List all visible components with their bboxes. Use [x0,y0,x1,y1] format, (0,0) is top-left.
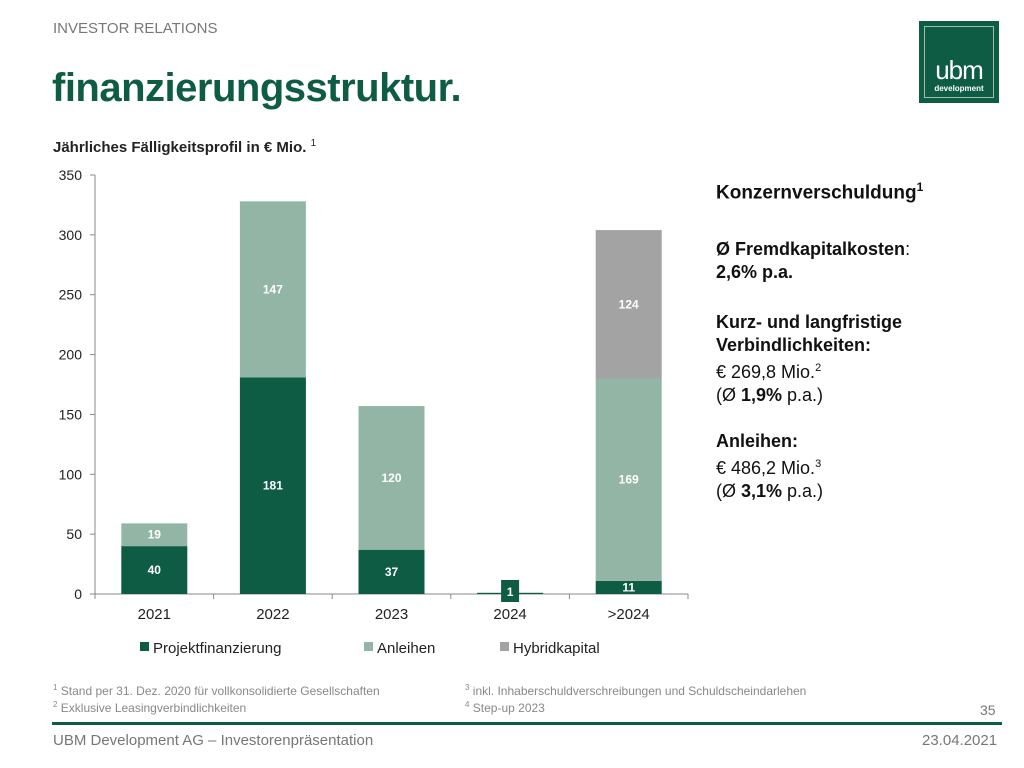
legend-swatch [364,642,373,651]
data-label: 37 [385,565,399,579]
bar-anleihen [239,201,306,378]
legend-swatch [140,642,149,651]
y-tick-label: 250 [59,287,83,303]
bonds-block: Anleihen: € 486,2 Mio.3 (Ø 3,1% p.a.) [716,431,824,501]
logo-subtext: development [934,84,984,93]
x-tick-label: 2022 [256,606,289,623]
y-tick-label: 200 [59,347,83,363]
data-label: 169 [619,473,639,487]
y-tick-label: 0 [74,586,82,602]
data-label: 1 [507,585,514,599]
data-label: 181 [263,479,283,493]
footer-left: UBM Development AG – Investorenpräsentat… [53,732,374,749]
cost-block: Ø Fremdkapitalkosten: 2,6% p.a. [716,239,911,282]
y-tick-label: 350 [59,167,83,183]
bar-projektfinanzierung [358,549,425,594]
x-tick-label: 2021 [138,606,171,623]
x-tick-label: 2024 [493,606,526,623]
footnote-1: 1 Stand per 31. Dez. 2020 für vollkonsol… [53,683,380,698]
footnote-3: 3 inkl. Inhaberschuldverschreibungen und… [465,683,807,698]
bar-projektfinanzierung [121,546,188,594]
footer-rule [52,722,1002,725]
bar-anleihen [121,523,188,547]
data-label: 120 [381,471,401,485]
y-tick-label: 300 [59,227,83,243]
data-label: 147 [263,282,283,296]
legend-swatch [500,642,509,651]
legend-label: Hybridkapital [513,640,600,657]
footnote-4: 4 Step-up 2023 [465,700,545,715]
bar-anleihen [595,378,662,581]
y-tick-label: 50 [66,526,82,542]
chart-title: Jährliches Fälligkeitsprofil in € Mio. 1 [53,138,316,156]
data-label: 19 [148,528,162,542]
section-label: INVESTOR RELATIONS [53,20,218,37]
data-label: 124 [619,297,639,311]
data-label: 11 [622,580,635,594]
bar-anleihen [358,406,425,550]
data-label-box [501,580,520,602]
page-title: finanzierungsstruktur. [52,66,462,110]
chart-title-text: Jährliches Fälligkeitsprofil in € Mio. [53,139,307,156]
y-tick-label: 150 [59,406,83,422]
bar-hybridkapital [595,230,662,379]
bar-projektfinanzierung [595,580,662,594]
side-heading: Konzernverschuldung1 [716,180,924,204]
x-tick-label: >2024 [608,606,650,623]
footer-date: 23.04.2021 [922,732,998,749]
legend-label: Anleihen [377,640,435,657]
bar-projektfinanzierung [239,377,306,594]
data-label: 40 [148,563,162,577]
footnote-2: 2 Exklusive Leasingverbindlichkeiten [53,700,247,715]
y-tick-label: 100 [59,466,83,482]
liabilities-block: Kurz- und langfristige Verbindlichkeiten:… [716,312,902,405]
logo-text: ubm [935,55,984,85]
ubm-logo: ubm development [919,21,999,103]
legend-label: Projektfinanzierung [153,640,281,657]
page-number: 35 [980,702,996,718]
chart-title-sup: 1 [310,138,317,149]
x-tick-label: 2023 [375,606,408,623]
